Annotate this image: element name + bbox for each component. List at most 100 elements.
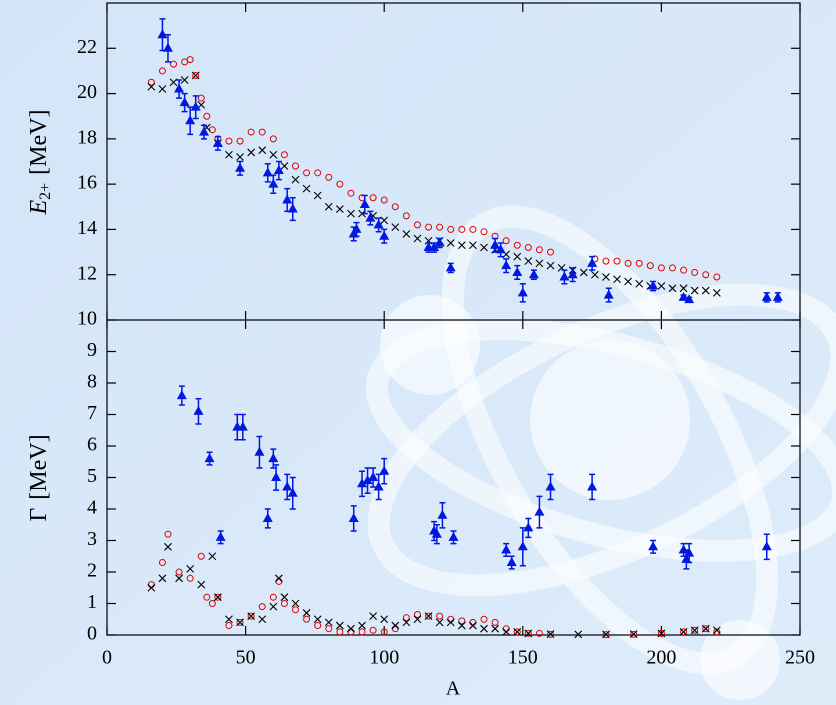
data-point [269,593,277,601]
data-point [186,574,194,582]
data-point [262,167,273,177]
data-point [761,291,772,301]
data-point [197,580,206,589]
data-point [197,94,205,102]
data-point [480,243,488,252]
data-point [691,268,699,276]
data-point [254,446,265,456]
data-point [268,178,279,188]
data-point [457,621,466,630]
x-tick-label: 100 [369,647,399,669]
data-point [680,628,688,636]
data-point [413,615,422,624]
data-point [197,101,206,109]
data-point [203,112,211,120]
data-point [629,630,638,638]
data-point [425,612,433,620]
data-point [684,294,695,304]
data-point [512,266,523,276]
data-point [535,629,543,637]
data-point [215,531,226,541]
data-point [535,246,543,254]
data-point [590,270,599,279]
data-point [413,611,421,619]
data-point [192,71,200,79]
data-point [425,223,433,231]
data-point [567,269,578,279]
data-point [274,574,283,583]
data-point [147,78,155,86]
data-point [313,191,322,200]
data-point [547,630,555,638]
y-label-symbol: Γ [26,508,52,522]
data-point [373,219,384,229]
y-tick-label: 6 [87,434,97,456]
data-point [648,280,659,290]
data-point [369,194,377,202]
data-point [357,478,368,488]
data-point [158,85,167,93]
x-tick-label: 150 [508,647,538,669]
data-point [630,630,638,638]
data-point [214,593,222,601]
data-point [324,618,333,627]
data-point [434,237,445,247]
data-point [480,624,488,633]
data-point [546,630,555,638]
data-point [258,128,266,136]
data-point [325,173,333,181]
data-point [458,225,466,233]
data-point [646,262,654,270]
data-point [402,618,411,627]
data-point [282,481,293,491]
data-point [701,624,710,633]
data-point [313,615,322,624]
y-tick-label: 22 [77,36,97,58]
data-point [413,234,422,243]
y-tick-label: 20 [77,81,97,103]
data-point [193,405,204,415]
data-point [158,574,167,583]
data-point [287,203,298,213]
data-point [368,472,379,481]
data-point [684,547,695,557]
data-point [258,615,267,624]
data-point [713,273,721,281]
data-point [176,390,187,400]
y-tick-label: 14 [77,217,97,239]
data-point [587,481,598,491]
data-point [191,71,200,80]
data-point [613,257,621,265]
data-point [712,288,721,297]
data-point [501,260,512,270]
y-label-unit: [MeV] [26,434,52,499]
data-point [513,627,522,636]
data-point [524,244,532,252]
data-point [446,618,455,627]
data-point [380,196,388,204]
y-label-subscript: 2+ [37,183,54,200]
data-point [613,275,621,284]
data-point [247,128,255,136]
data-point [269,150,278,159]
data-point [524,629,533,638]
data-point [547,248,555,256]
data-point [523,522,534,532]
data-point [457,241,466,250]
data-point [668,284,677,293]
data-point [280,593,289,602]
data-point [602,273,610,281]
data-point [347,209,355,218]
data-point [351,223,362,233]
data-point [469,241,477,250]
data-point [513,241,521,249]
y-tick-label: 9 [87,339,97,361]
data-point [469,621,477,630]
data-point [402,230,411,238]
data-point [280,600,288,607]
data-point [679,284,688,293]
data-point [402,212,410,220]
data-point [603,289,614,299]
data-point [713,628,721,636]
